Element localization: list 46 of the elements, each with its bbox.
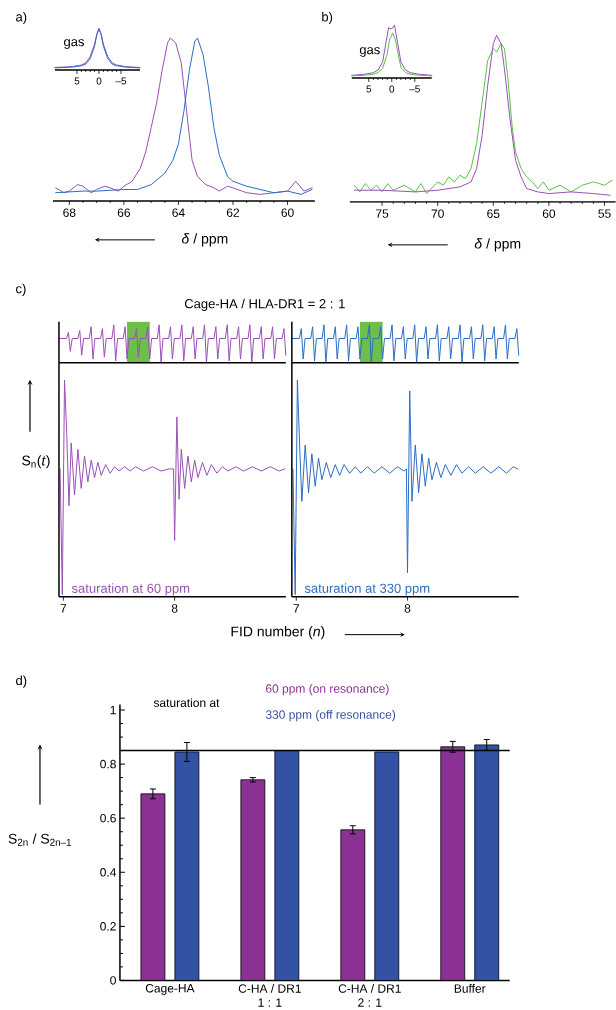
- x-tick-label: 0: [389, 85, 394, 93]
- series-label: saturation at 60 ppm: [71, 583, 189, 596]
- x-tick-label: 55: [598, 209, 611, 218]
- x-tick-label: C-HA / DR1 1 : 1: [238, 983, 301, 1007]
- text: b): [322, 11, 332, 25]
- x-axis-title: δ / ppm: [474, 238, 520, 252]
- x-tick-label: 5: [74, 77, 80, 85]
- legend-title: saturation at: [153, 698, 220, 707]
- x-tick-label: 64: [172, 208, 185, 217]
- y-tick-label: 0.4: [100, 868, 116, 877]
- x-axis-title: δ / ppm: [181, 233, 228, 247]
- y-tick-label: 1: [110, 705, 116, 715]
- x-tick-label: Buffer: [454, 983, 486, 993]
- x-tick-label: C-HA / DR1 2 : 1: [338, 983, 401, 1007]
- text: d): [15, 675, 27, 688]
- x-tick-label: 5: [366, 85, 371, 93]
- annotation: gas: [359, 47, 380, 57]
- annotation: gas: [63, 39, 84, 49]
- x-tick-label: 8: [171, 604, 178, 613]
- x-tick-label: 7: [60, 604, 66, 613]
- x-tick-label: 75: [375, 209, 389, 218]
- x-tick-label: 8: [404, 604, 411, 613]
- x-axis-title: FID number (n): [231, 626, 325, 640]
- x-tick-label: –5: [115, 77, 126, 85]
- x-tick-label: 66: [117, 208, 130, 217]
- x-tick-label: Cage-HA: [145, 983, 195, 995]
- x-tick-label: 7: [293, 604, 299, 613]
- x-tick-label: 62: [226, 208, 239, 217]
- x-tick-label: 65: [487, 209, 500, 218]
- x-tick-label: 60: [281, 208, 294, 217]
- x-tick-label: 60: [542, 209, 555, 218]
- text: 330 ppm (off resonance): [265, 710, 395, 722]
- x-tick-label: 68: [63, 208, 76, 217]
- text: c): [15, 283, 26, 296]
- text: a): [15, 11, 27, 25]
- x-tick-label: –5: [409, 85, 420, 93]
- y-tick-label: 0.8: [100, 759, 116, 769]
- y-tick-label: 0.6: [100, 813, 116, 823]
- y-axis-title: S$_{2n}$ / S$_{2n–1}$: [8, 833, 71, 846]
- x-tick-label: 70: [431, 209, 444, 218]
- y-tick-label: 0: [110, 976, 116, 985]
- text: 60 ppm (on resonance): [265, 684, 389, 696]
- y-axis-title: S$_{n}$(t): [21, 455, 50, 469]
- y-tick-label: 0.2: [100, 922, 116, 931]
- series-label: saturation at 330 ppm: [304, 583, 430, 596]
- chart-title: Cage-HA / HLA-DR1 = 2 : 1: [184, 298, 345, 311]
